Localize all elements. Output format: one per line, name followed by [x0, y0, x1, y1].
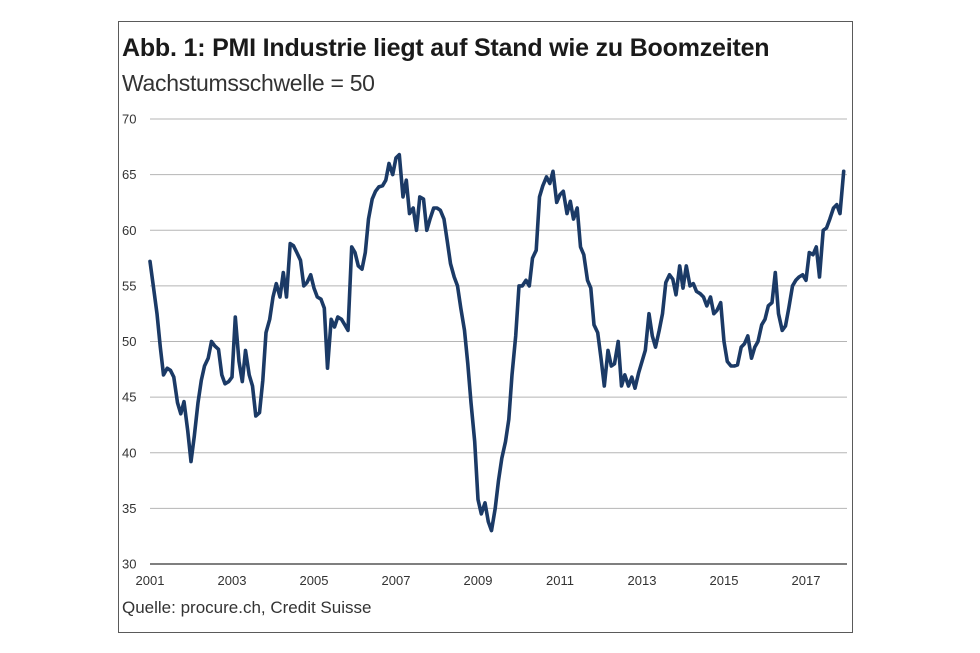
x-axis-ticks: 2001 2003 2005 2007 2009 2011 2013 2015 2017 — [136, 573, 821, 588]
x-tick-label: 2009 — [464, 573, 493, 588]
y-tick-label: 70 — [122, 112, 136, 127]
y-axis-ticks: 30 35 40 45 50 55 60 65 70 — [122, 112, 136, 572]
x-tick-label: 2013 — [628, 573, 657, 588]
x-tick-label: 2017 — [792, 573, 821, 588]
gridlines — [150, 118, 847, 565]
y-tick-label: 35 — [122, 501, 136, 516]
x-tick-label: 2003 — [218, 573, 247, 588]
y-tick-label: 60 — [122, 223, 136, 238]
x-tick-label: 2005 — [300, 573, 329, 588]
chart-subtitle: Wachstumsschwelle = 50 — [122, 70, 375, 96]
series-points — [149, 154, 844, 531]
y-tick-label: 50 — [122, 334, 136, 349]
x-tick-label: 2001 — [136, 573, 165, 588]
y-tick-label: 30 — [122, 557, 136, 572]
y-tick-label: 45 — [122, 390, 136, 405]
y-tick-label: 40 — [122, 445, 136, 460]
chart-title: Abb. 1: PMI Industrie liegt auf Stand wi… — [122, 34, 770, 62]
series-line-pmi — [148, 152, 846, 533]
y-tick-label: 55 — [122, 278, 136, 293]
x-tick-label: 2007 — [382, 573, 411, 588]
x-tick-label: 2015 — [710, 573, 739, 588]
x-tick-label: 2011 — [546, 573, 574, 588]
chart-source: Quelle: procure.ch, Credit Suisse — [122, 598, 372, 617]
y-tick-label: 65 — [122, 167, 136, 182]
chart-frame — [118, 21, 853, 633]
